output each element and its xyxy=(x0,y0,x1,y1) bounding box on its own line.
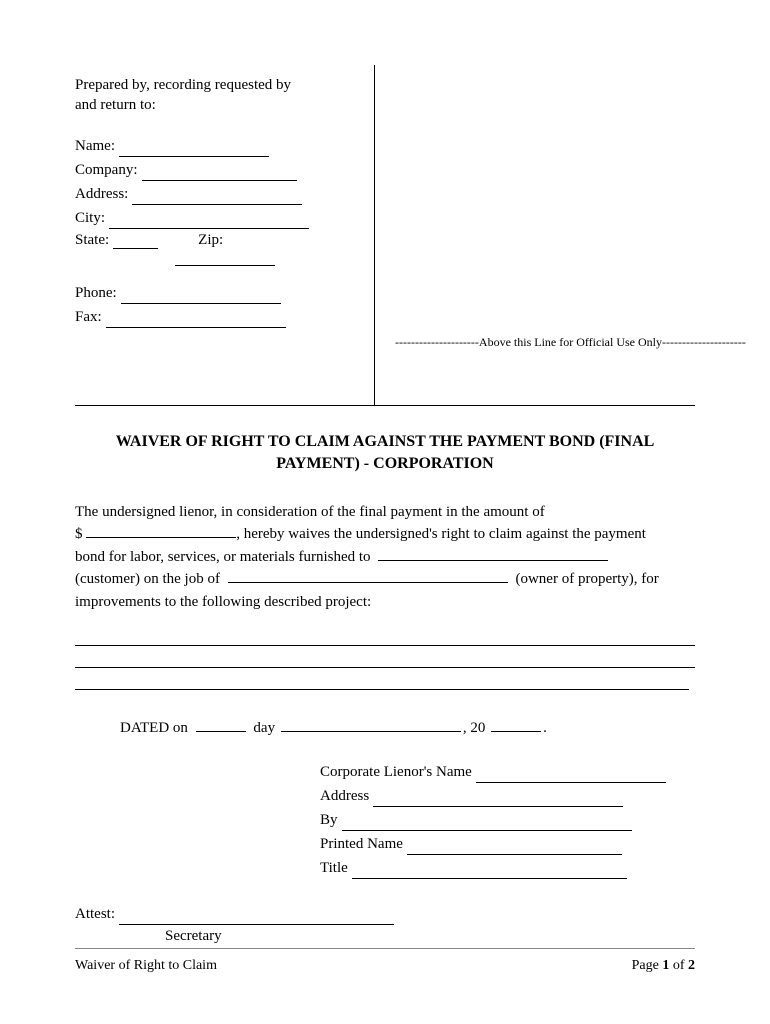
phone-blank[interactable] xyxy=(121,289,281,304)
prepared-by-text: Prepared by, recording requested by and … xyxy=(75,75,354,116)
header-section: Prepared by, recording requested by and … xyxy=(75,65,695,405)
footer-left: Waiver of Right to Claim xyxy=(75,958,217,974)
page-footer: Waiver of Right to Claim Page 1 of 2 xyxy=(75,958,695,974)
body-dollar: $ xyxy=(75,526,83,542)
printed-name-blank[interactable] xyxy=(407,840,622,855)
signature-block: Corporate Lienor's Name Address By Print… xyxy=(320,762,695,879)
dated-period: . xyxy=(543,720,547,736)
body-text-2: , hereby waives the undersigned's right … xyxy=(236,526,646,542)
address-blank[interactable] xyxy=(132,190,302,205)
name-label: Name: xyxy=(75,136,115,157)
furnished-blank[interactable] xyxy=(378,560,608,561)
attest-row: Attest: xyxy=(75,904,695,925)
dated-year-prefix: , 20 xyxy=(463,720,486,736)
state-blank[interactable] xyxy=(113,234,158,249)
sig-address-row: Address xyxy=(320,786,695,807)
official-use-text: ---------------------Above this Line for… xyxy=(395,335,695,350)
by-blank[interactable] xyxy=(342,816,632,831)
phone-field[interactable]: Phone: xyxy=(75,283,354,304)
sig-title-label: Title xyxy=(320,858,348,879)
dated-row: DATED on day , 20 . xyxy=(120,720,695,737)
sig-address-blank[interactable] xyxy=(373,792,623,807)
sig-title-row: Title xyxy=(320,858,695,879)
address-label: Address: xyxy=(75,184,128,205)
by-label: By xyxy=(320,810,338,831)
secretary-label: Secretary xyxy=(165,928,695,945)
dated-month-blank[interactable] xyxy=(281,731,461,732)
printed-name-label: Printed Name xyxy=(320,834,403,855)
name-blank[interactable] xyxy=(119,142,269,157)
prepared-by-line1: Prepared by, recording requested by xyxy=(75,75,354,95)
zip-blank-row xyxy=(175,251,354,271)
fax-label: Fax: xyxy=(75,307,102,328)
body-text-6: improvements to the following described … xyxy=(75,594,371,610)
main-divider xyxy=(75,405,695,406)
company-blank[interactable] xyxy=(142,166,297,181)
page-total: 2 xyxy=(688,958,695,973)
dated-day-suffix: day xyxy=(253,720,275,736)
city-blank[interactable] xyxy=(109,214,309,229)
state-zip-row: State: Zip: xyxy=(75,232,354,249)
company-label: Company: xyxy=(75,160,138,181)
sig-title-blank[interactable] xyxy=(352,864,627,879)
phone-label: Phone: xyxy=(75,283,117,304)
project-line-1[interactable] xyxy=(75,628,695,646)
document-title: WAIVER OF RIGHT TO CLAIM AGAINST THE PAY… xyxy=(75,431,695,476)
attest-block: Attest: Secretary xyxy=(75,904,695,945)
fax-field[interactable]: Fax: xyxy=(75,307,354,328)
company-field[interactable]: Company: xyxy=(75,160,354,181)
corp-name-blank[interactable] xyxy=(476,768,666,783)
title-line1: WAIVER OF RIGHT TO CLAIM AGAINST THE PAY… xyxy=(75,431,695,453)
attest-blank[interactable] xyxy=(119,910,394,925)
name-field[interactable]: Name: xyxy=(75,136,354,157)
body-paragraph: The undersigned lienor, in consideration… xyxy=(75,501,695,614)
corp-name-row: Corporate Lienor's Name xyxy=(320,762,695,783)
job-blank[interactable] xyxy=(228,582,508,583)
zip-label: Zip: xyxy=(198,232,223,249)
dated-year-blank[interactable] xyxy=(491,731,541,732)
printed-name-row: Printed Name xyxy=(320,834,695,855)
title-line2: PAYMENT) - CORPORATION xyxy=(75,453,695,475)
zip-blank[interactable] xyxy=(175,251,275,266)
city-field[interactable]: City: xyxy=(75,208,354,229)
amount-blank[interactable] xyxy=(86,537,236,538)
state-label: State: xyxy=(75,232,109,249)
body-text-3: bond for labor, services, or materials f… xyxy=(75,549,371,565)
by-row: By xyxy=(320,810,695,831)
project-line-2[interactable] xyxy=(75,650,695,668)
body-text-1: The undersigned lienor, in consideration… xyxy=(75,504,545,520)
fax-blank[interactable] xyxy=(106,313,286,328)
sig-address-label: Address xyxy=(320,786,369,807)
city-label: City: xyxy=(75,208,105,229)
official-use-area: ---------------------Above this Line for… xyxy=(375,65,695,405)
body-text-5: (owner of property), for xyxy=(515,571,658,587)
attest-label: Attest: xyxy=(75,904,115,925)
project-line-3[interactable] xyxy=(75,672,689,690)
footer-right: Page 1 of 2 xyxy=(632,958,695,974)
footer-divider xyxy=(75,948,695,949)
prepared-by-line2: and return to: xyxy=(75,95,354,115)
preparer-block: Prepared by, recording requested by and … xyxy=(75,65,375,405)
dated-prefix: DATED on xyxy=(120,720,188,736)
dated-day-blank[interactable] xyxy=(196,731,246,732)
body-text-4: (customer) on the job of xyxy=(75,571,220,587)
address-field[interactable]: Address: xyxy=(75,184,354,205)
corp-name-label: Corporate Lienor's Name xyxy=(320,762,472,783)
